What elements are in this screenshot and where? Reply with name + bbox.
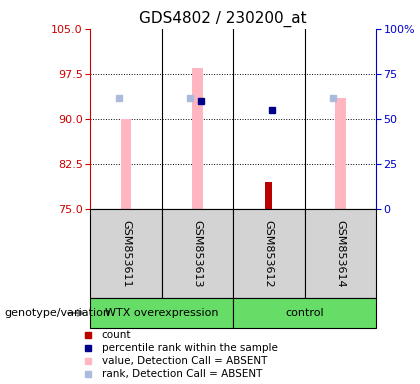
Bar [121, 119, 131, 209]
Text: GSM853611: GSM853611 [121, 220, 131, 287]
Text: GSM853614: GSM853614 [335, 220, 345, 287]
Bar [90, 209, 162, 298]
Bar [233, 209, 304, 298]
Text: WTX overexpression: WTX overexpression [105, 308, 218, 318]
Text: GSM853612: GSM853612 [264, 220, 274, 287]
Text: GSM853613: GSM853613 [192, 220, 202, 287]
Bar [335, 98, 346, 209]
Text: genotype/variation: genotype/variation [4, 308, 110, 318]
Text: count: count [102, 330, 131, 340]
Bar [265, 182, 272, 209]
Bar [162, 209, 233, 298]
Bar [233, 298, 376, 328]
Bar [192, 68, 203, 209]
Bar [304, 209, 376, 298]
Text: rank, Detection Call = ABSENT: rank, Detection Call = ABSENT [102, 369, 262, 379]
Text: value, Detection Call = ABSENT: value, Detection Call = ABSENT [102, 356, 267, 366]
Text: GDS4802 / 230200_at: GDS4802 / 230200_at [139, 11, 307, 27]
Bar [90, 298, 233, 328]
Text: percentile rank within the sample: percentile rank within the sample [102, 343, 278, 353]
Text: control: control [285, 308, 324, 318]
